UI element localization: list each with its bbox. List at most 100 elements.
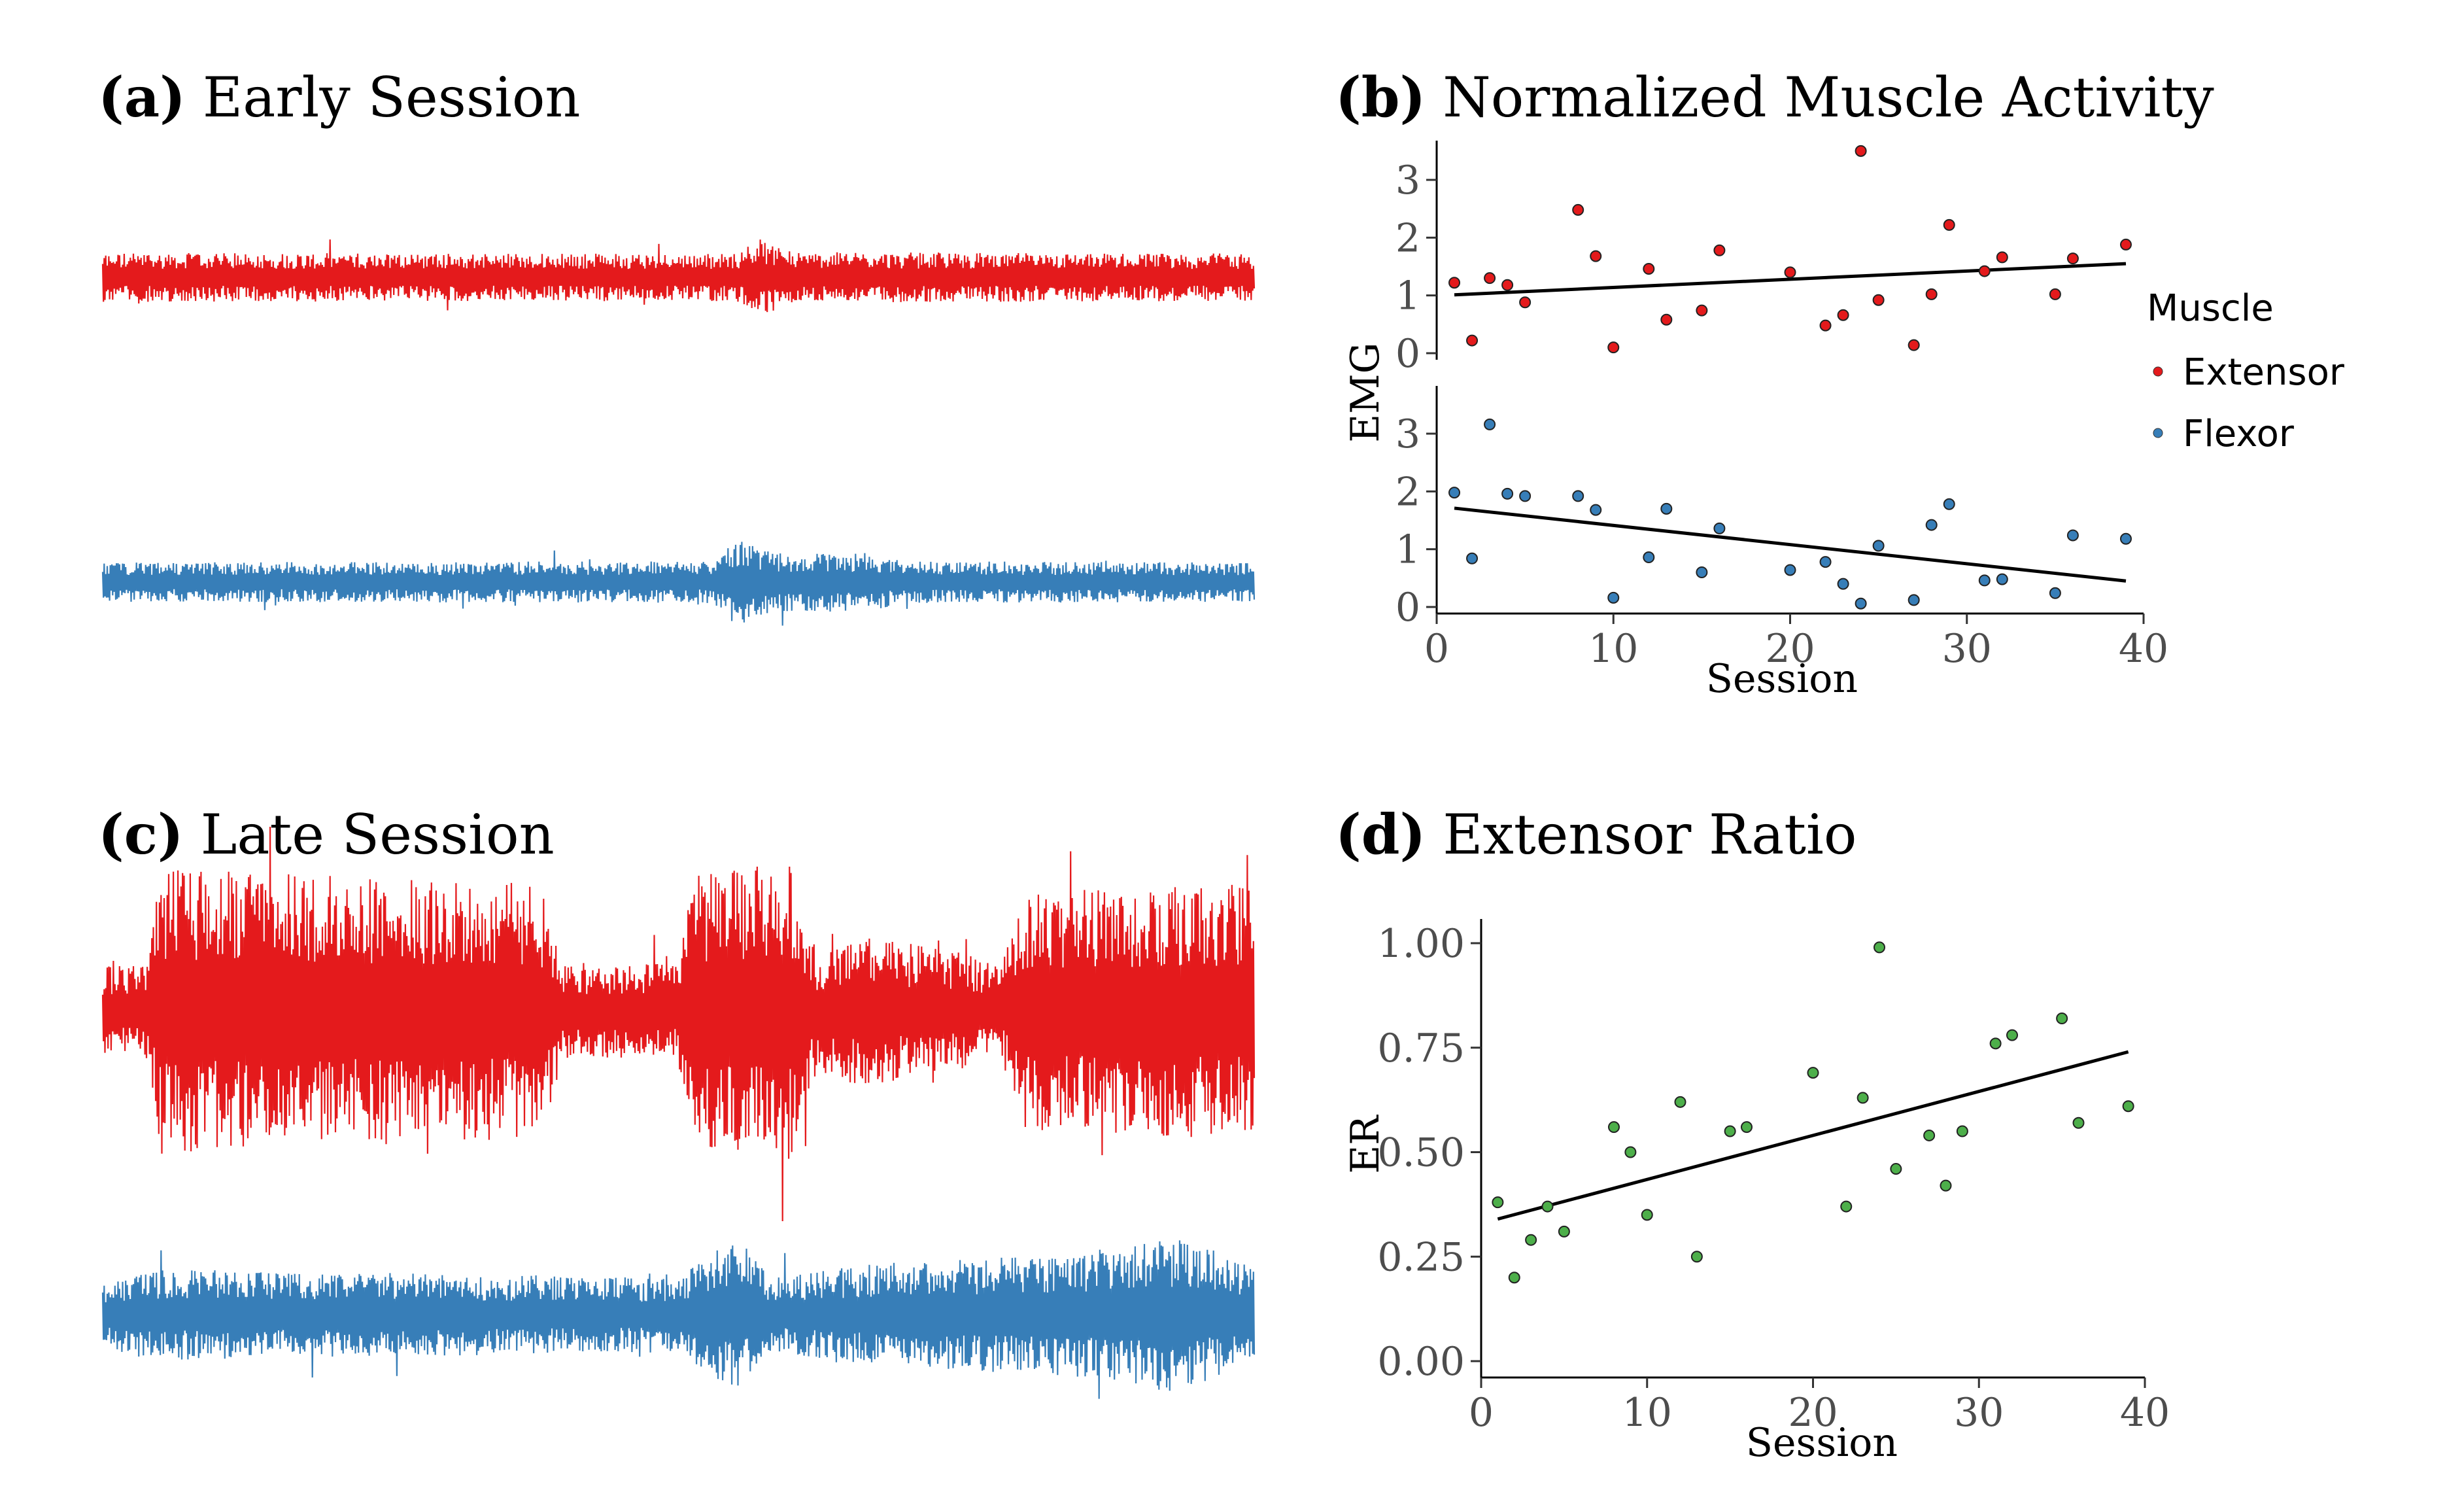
trace-early-extensor: [101, 239, 1256, 313]
ratio-point: [1890, 1163, 1902, 1175]
panel-d-y-tick-label: 1.00: [1377, 921, 1465, 967]
panel-d-points: [1492, 941, 2134, 1284]
panel-b-x-tick-label: 30: [1942, 626, 1992, 672]
panel-b-bottom-y-tick-label: 1: [1395, 527, 1420, 573]
panel-b-title: (b) Normalized Muscle Activity: [1335, 65, 2214, 130]
ratio-point: [1874, 941, 1885, 954]
extensor-point: [1943, 218, 1955, 231]
panel-b-bottom-y-tick-label: 2: [1395, 469, 1420, 515]
ratio-point: [1674, 1096, 1686, 1108]
extensor-point: [1837, 309, 1849, 321]
panel-d-y-tick-label: 0.25: [1377, 1234, 1465, 1280]
ratio-point: [1989, 1037, 2002, 1050]
extensor-point: [1572, 203, 1584, 216]
legend-title: Muscle: [2147, 287, 2274, 330]
extensor-point: [2066, 252, 2079, 265]
flexor-point: [1643, 551, 1655, 564]
legend-flexor-label: Flexor: [2183, 413, 2295, 455]
trace-early-flexor: [101, 542, 1256, 626]
extensor-point: [1713, 244, 1726, 256]
extensor-point: [1501, 279, 1514, 291]
ratio-point: [1492, 1196, 1504, 1209]
ratio-point: [2122, 1100, 2134, 1113]
flexor-point: [1925, 519, 1938, 531]
flexor-point: [2049, 587, 2061, 599]
panel-d-ticks: 0 10 20 30 40 0.00 0.25 0.50 0.75 1.00: [1377, 921, 2170, 1436]
extensor-point: [1872, 294, 1885, 306]
ratio-point: [2006, 1029, 2018, 1041]
extensor-point: [1448, 277, 1461, 289]
panel-d-y-tick-label: 0.75: [1377, 1026, 1465, 1071]
panel-d-y-tick-label: 0.50: [1377, 1130, 1465, 1176]
ratio-point: [1857, 1092, 1869, 1104]
panel-c-title-text: Late Session: [201, 803, 555, 867]
flexor-point: [1484, 418, 1496, 430]
extensor-point: [1978, 265, 1991, 277]
panel-b-title-text: Normalized Muscle Activity: [1443, 65, 2214, 130]
extensor-point: [1607, 341, 1620, 354]
extensor-point: [1908, 339, 1920, 351]
ratio-point: [1923, 1129, 1936, 1141]
flexor-point: [1855, 597, 1867, 610]
extensor-point: [1784, 266, 1796, 279]
ratio-point: [1807, 1067, 1819, 1079]
extensor-point: [1696, 304, 1708, 317]
panel-a-traces: [101, 239, 1256, 626]
ratio-point: [1541, 1200, 1554, 1213]
ratio-point: [1641, 1209, 1653, 1221]
legend-extensor-marker: [2153, 366, 2163, 377]
panel-d-y-tick-label: 0.00: [1377, 1339, 1465, 1385]
ratio-point: [1940, 1179, 1952, 1192]
flexor-point: [1908, 594, 1920, 606]
ratio-point: [1508, 1272, 1520, 1284]
panel-d-x-tick-label: 40: [2120, 1390, 2170, 1436]
legend-extensor-label: Extensor: [2183, 351, 2345, 394]
flexor-point: [1996, 573, 2008, 585]
panel-b-label: (b): [1335, 65, 1426, 130]
panel-d-plot: 0 10 20 30 40 0.00 0.25 0.50 0.75 1.00 Session ER: [1343, 919, 2170, 1466]
panel-b-x-label: Session: [1706, 656, 1858, 702]
panel-d-x-tick-label: 20: [1788, 1390, 1838, 1436]
panel-d-x-label: Session: [1746, 1420, 1898, 1466]
extensor-point: [2119, 238, 2132, 251]
panel-b-top-y-tick-label: 3: [1395, 158, 1420, 203]
panel-a-label: (a): [98, 65, 186, 130]
ratio-point: [1525, 1234, 1537, 1246]
panel-c-label: (c): [98, 802, 184, 867]
panel-d-y-label: ER: [1343, 1115, 1388, 1174]
flexor-point: [1978, 574, 1991, 587]
panel-a-title: (a) Early Session: [98, 65, 581, 130]
panel-d-x-tick-label: 0: [1469, 1390, 1494, 1436]
panel-b-top-y-tick-label: 0: [1395, 331, 1420, 377]
panel-d-x-tick-label: 30: [1954, 1390, 2004, 1436]
panel-c-title: (c) Late Session: [98, 802, 555, 867]
panel-b-legend: Muscle Extensor Flexor: [2147, 287, 2345, 455]
panel-b-x-tick-label: 20: [1765, 626, 1815, 672]
panel-d-label: (d): [1335, 802, 1426, 867]
panel-d-x-tick-label: 10: [1622, 1390, 1672, 1436]
panel-b-x-tick-label: 10: [1588, 626, 1638, 672]
ratio-point: [1956, 1125, 1968, 1137]
extensor-point: [1484, 272, 1496, 285]
panel-b-points: [1448, 145, 2132, 610]
legend-flexor-marker: [2153, 428, 2163, 438]
ratio-point: [1741, 1121, 1753, 1134]
flexor-point: [2119, 532, 2132, 545]
flexor-point: [1696, 566, 1708, 578]
ratio-point: [1724, 1125, 1736, 1137]
flexor-point: [2066, 529, 2079, 542]
panel-b-x-tick-label: 0: [1424, 626, 1449, 672]
extensor-point: [1819, 319, 1832, 332]
panel-d-title: (d) Extensor Ratio: [1335, 802, 1857, 867]
extensor-point: [2049, 288, 2061, 300]
flexor-point: [1819, 556, 1832, 568]
flexor-point: [1519, 490, 1531, 502]
flexor-point: [1572, 490, 1584, 502]
flexor-point: [1837, 578, 1849, 590]
extensor-trend-line: [1454, 262, 2127, 297]
flexor-point: [1872, 540, 1885, 552]
extensor-point: [1466, 334, 1479, 347]
